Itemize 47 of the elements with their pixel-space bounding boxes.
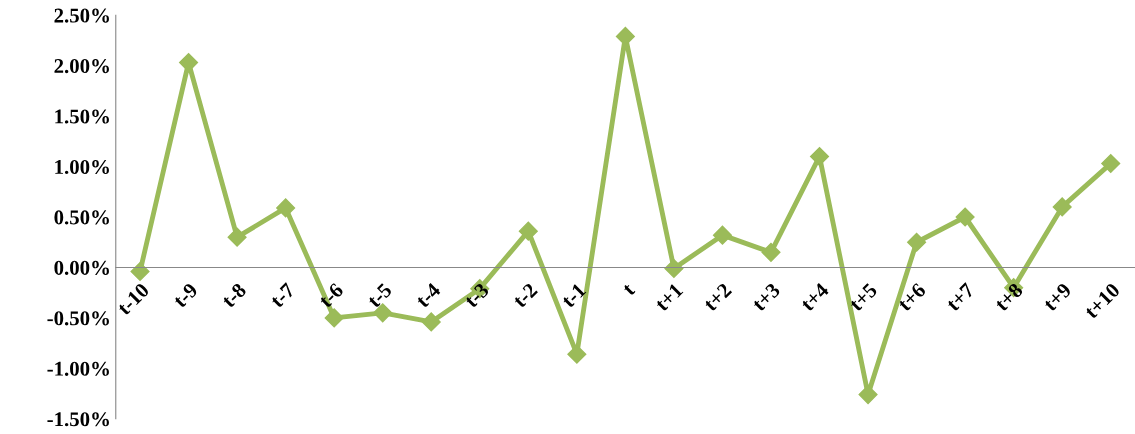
point [227,227,247,247]
x-tick-label: t-7 [269,282,296,309]
x-tick-label: t+7 [945,282,976,313]
x-tick-label: t+6 [896,282,927,313]
x-tick-label: t-2 [511,282,539,309]
x-tick-label: t+4 [799,282,830,313]
point [858,385,878,405]
point [518,221,538,241]
point [567,344,587,364]
x-tick-label: t+8 [993,282,1024,313]
point [276,198,296,218]
point [1101,153,1121,174]
point [712,225,732,245]
point [955,207,975,227]
point [907,232,927,252]
x-tick-label: t-4 [414,282,442,309]
x-tick-label: t [622,283,636,297]
point [664,258,684,278]
y-tick-label: -1.50% [47,412,109,427]
x-tick-label: t+3 [751,282,781,313]
x-tick-label: t-6 [317,282,345,309]
y-tick-label: -0.50% [47,311,109,326]
y-tick-label: 1.50% [55,109,109,124]
x-tick-label: t-8 [220,282,247,309]
y-tick-label: 1.00% [55,159,109,175]
x-tick-label: t-10 [116,282,150,317]
point [761,242,781,262]
x-tick-label: t-5 [366,282,393,309]
x-tick-label: t-3 [463,282,490,309]
x-tick-label: t+9 [1042,282,1073,313]
x-tick-label: t+1 [653,282,684,313]
y-tick-label: 0.00% [54,260,109,275]
x-tick-label: t+2 [702,282,733,313]
point [130,261,150,282]
point [324,308,344,328]
point [1052,197,1072,217]
y-tick-label: -1.00% [47,361,109,376]
y-tick-label: 2.50% [54,8,109,23]
y-tick-label: 0.50% [54,210,109,225]
point [615,26,635,46]
x-tick-label: t+10 [1083,282,1121,320]
y-tick-label: 2.00% [54,59,109,74]
x-tick-label: t+5 [848,282,878,313]
x-tick-label: t-1 [560,282,587,309]
x-tick-label: t-9 [172,282,199,309]
point [809,146,830,166]
point [421,312,441,332]
